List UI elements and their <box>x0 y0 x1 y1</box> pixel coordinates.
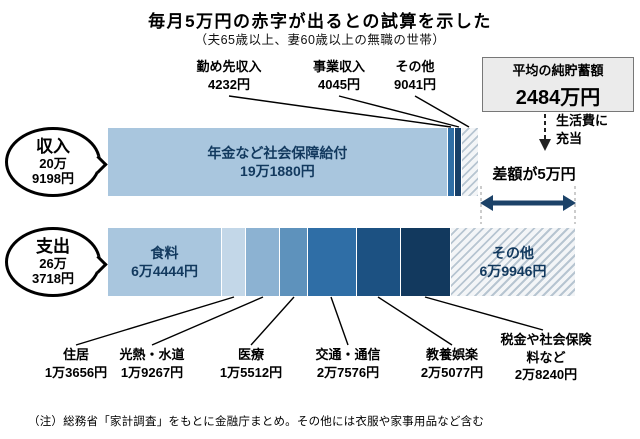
income-bar-segment-3 <box>462 128 479 196</box>
expense-label-utilities-name: 光熱・水道 <box>119 347 185 362</box>
income-bar-segment-2 <box>455 128 463 196</box>
leader-line-salary <box>228 95 452 128</box>
income-callout-title: 収入 <box>36 137 70 157</box>
expense-bar-segment-3 <box>280 228 308 296</box>
expense-callout-title: 支出 <box>36 237 70 257</box>
gap-label: 差額が5万円 <box>492 166 576 183</box>
expense-label-leisure-value: 2万5077円 <box>420 364 484 380</box>
leader-line-housing <box>75 296 235 346</box>
expense-bar-segment-0-name: 食料 <box>150 244 179 261</box>
income-label-salary-value: 4232円 <box>208 77 250 93</box>
page-subtitle: （夫65歳以上、妻60歳以上の無職の世帯） <box>194 33 446 47</box>
expense-bar-segment-0: 食料 6万4444円 <box>108 228 223 296</box>
expense-bar-segment-7: その他 6万9946円 <box>451 228 575 296</box>
living-cost-note: 生活費に 充当 <box>556 112 608 147</box>
income-bar-segment-0: 年金など社会保障給付 19万1880円 <box>108 128 448 196</box>
expense-label-tax: 税金や社会保険料など 2万8240円 <box>500 331 592 384</box>
expense-label-tax-value: 2万8240円 <box>514 367 578 383</box>
expense-label-medical-name: 医療 <box>237 347 264 362</box>
expense-bar-segment-7-name: その他 <box>492 244 534 261</box>
income-bar: 年金など社会保障給付 19万1880円 <box>108 128 479 196</box>
income-label-other: その他 9041円 <box>385 58 445 94</box>
expense-bar-segment-7-value: 6万9946円 <box>479 263 547 279</box>
source-note: （注）総務省「家計調査」をもとに金融庁まとめ。その他には衣服や家事用品など含む <box>28 416 485 428</box>
income-label-business: 事業収入 4045円 <box>303 58 375 94</box>
income-total-line2: 9198円 <box>32 170 74 186</box>
income-callout-tail <box>89 155 108 174</box>
income-bar-segment-1 <box>447 128 456 196</box>
expense-label-housing-name: 住居 <box>62 347 89 362</box>
expense-callout: 支出 26万 3718円 <box>5 227 108 297</box>
expense-bar-segment-6 <box>401 228 452 296</box>
leader-line-income-other <box>414 95 470 128</box>
page-title: 毎月5万円の赤字が出るとの試算を示した <box>148 12 492 31</box>
savings-arrow-head <box>539 139 551 151</box>
income-total-line1: 20万 <box>39 155 67 171</box>
gap-arrow-head-left <box>480 195 493 211</box>
income-label-other-name: その他 <box>395 59 435 74</box>
expense-bar-segment-2 <box>246 228 281 296</box>
expense-total-line2: 3718円 <box>32 270 74 286</box>
average-net-savings-box: 平均の純貯蓄額 2484万円 <box>482 57 634 112</box>
expense-callout-tail <box>89 255 108 274</box>
income-bar-segment-0-value: 19万1880円 <box>240 163 315 179</box>
expense-label-medical: 医療 1万5512円 <box>213 346 289 381</box>
income-label-salary: 勤め先収入 4232円 <box>193 58 265 94</box>
expense-label-transport-value: 2万7576円 <box>316 364 380 380</box>
leader-line-transport <box>330 296 349 346</box>
expense-label-tax-name: 税金や社会保険料など <box>500 332 592 365</box>
income-label-business-name: 事業収入 <box>312 59 365 74</box>
expense-bar: 食料 6万4444円 その他 6万9946円 <box>108 228 575 296</box>
expense-label-housing-value: 1万3656円 <box>44 364 108 380</box>
income-label-business-value: 4045円 <box>318 77 360 93</box>
expense-bar-segment-5 <box>356 228 402 296</box>
expense-label-medical-value: 1万5512円 <box>219 364 283 380</box>
income-bar-segment-0-name: 年金など社会保障給付 <box>207 144 348 161</box>
expense-bar-segment-1 <box>222 228 247 296</box>
expense-label-transport-name: 交通・通信 <box>315 347 381 362</box>
savings-label: 平均の純貯蓄額 <box>512 62 604 78</box>
gap-arrow-head-right <box>563 195 576 211</box>
savings-value: 2484万円 <box>515 86 601 109</box>
leader-line-business <box>338 95 460 128</box>
living-cost-note-line1: 生活費に <box>556 113 609 128</box>
expense-label-utilities-value: 1万9267円 <box>120 364 184 380</box>
expense-label-leisure-name: 教養娯楽 <box>425 347 478 362</box>
income-callout: 収入 20万 9198円 <box>5 127 108 197</box>
expense-bar-segment-0-value: 6万4444円 <box>131 263 199 279</box>
expense-total-line1: 26万 <box>39 255 67 271</box>
expense-label-housing: 住居 1万3656円 <box>38 346 114 381</box>
leader-line-medical <box>250 296 295 346</box>
expense-label-utilities: 光熱・水道 1万9267円 <box>112 346 192 381</box>
expense-label-transport: 交通・通信 2万7576円 <box>306 346 390 381</box>
expense-label-leisure: 教養娯楽 2万5077円 <box>410 346 494 381</box>
living-cost-note-line2: 充当 <box>556 130 583 146</box>
expense-bar-segment-4 <box>307 228 357 296</box>
leader-line-leisure <box>377 296 453 346</box>
leader-line-utilities <box>151 296 264 346</box>
income-label-other-value: 9041円 <box>394 77 436 93</box>
income-label-salary-name: 勤め先収入 <box>196 59 262 74</box>
leader-line-tax <box>424 296 544 331</box>
